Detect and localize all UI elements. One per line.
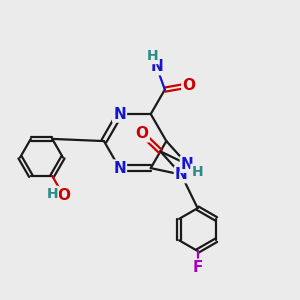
Text: H: H bbox=[191, 165, 203, 179]
Text: N: N bbox=[175, 167, 188, 182]
Text: N: N bbox=[181, 157, 194, 172]
Text: O: O bbox=[57, 188, 70, 203]
Text: N: N bbox=[150, 59, 163, 74]
Text: O: O bbox=[182, 78, 195, 93]
Text: N: N bbox=[113, 106, 126, 122]
Text: O: O bbox=[136, 126, 149, 141]
Text: H: H bbox=[147, 49, 158, 63]
Text: F: F bbox=[192, 260, 203, 275]
Text: N: N bbox=[113, 160, 126, 175]
Text: H: H bbox=[46, 187, 58, 201]
